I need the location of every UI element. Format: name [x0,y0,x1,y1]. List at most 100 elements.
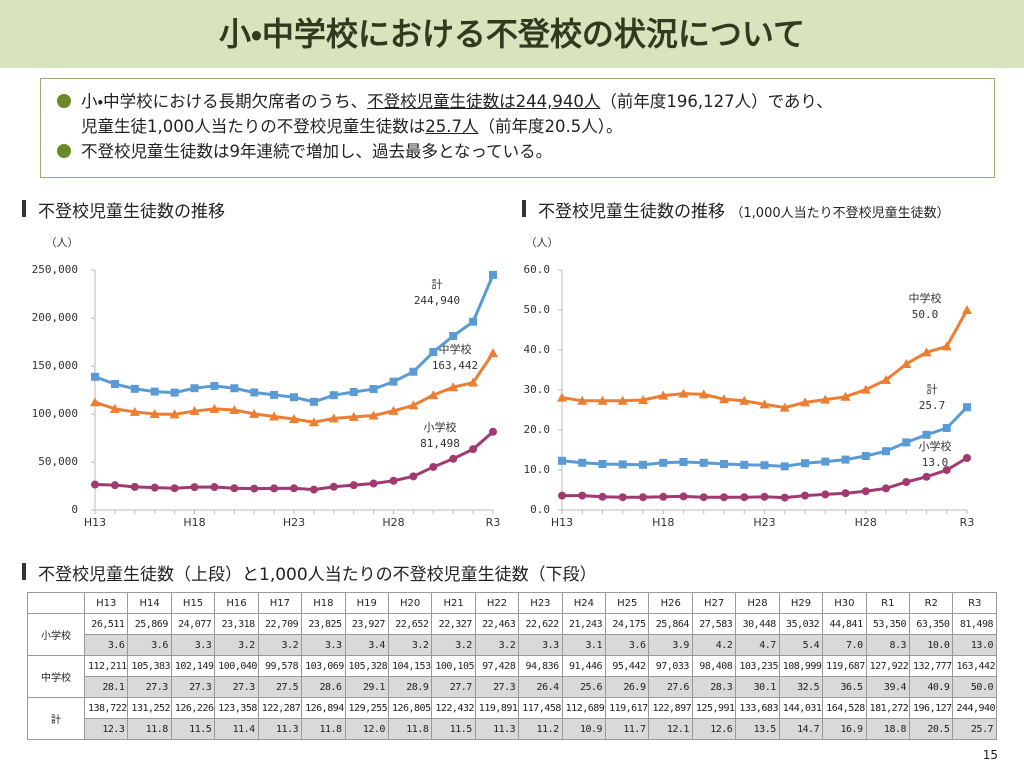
marker [328,413,339,423]
marker [740,493,749,502]
rate-cell: 11.8 [387,718,433,740]
rate-cell: 11.2 [518,718,563,740]
marker [409,367,418,376]
rate-row: 28.1 27.3 27.3 27.3 27.5 28.6 29.1 28.9 27.7 27.3… [28,676,997,698]
count-cell: 99,578 [257,655,303,677]
x-tick-label: R3 [960,516,975,529]
rate-cell: 11.3 [257,718,303,740]
rate-cell: 3.2 [431,634,476,656]
count-cell: 119,891 [474,697,520,719]
marker [902,438,911,447]
bullet: 不登校児童生徒数は9年連続で増加し、過去最多となっている。 [55,139,980,164]
marker [922,430,931,439]
rate-cell: 27.5 [257,676,303,698]
marker [922,472,931,481]
column-header: H25 [605,592,650,614]
marker [110,481,119,490]
count-cell: 112,211 [83,655,129,677]
rate-cell: 32.5 [778,676,824,698]
count-cell: 97,428 [474,655,520,677]
marker [699,493,708,502]
header-row: H13 H14 H15 H16 H17 H18 H19 H20 H21 H22 H23 H24 H25 H… [27,592,997,614]
column-header: H27 [691,592,737,614]
count-cell: 144,031 [778,697,824,719]
heading-text: 不登校児童生徒数の推移 [538,202,725,222]
marker [941,341,952,351]
y-tick-label: 40.0 [524,343,551,356]
column-header: H16 [214,592,259,614]
column-header: R1 [865,592,911,614]
rate-cell: 14.7 [778,718,824,740]
rate-cell: 11.8 [301,718,346,740]
marker [429,462,438,471]
marker [639,493,647,502]
marker [942,466,951,474]
marker [290,484,298,493]
column-header: H21 [431,592,476,614]
rate-cell: 36.5 [822,676,867,698]
rate-cell: 27.3 [127,676,172,698]
marker [659,492,668,501]
series-label: 小学校 [919,439,952,453]
rate-cell: 28.6 [301,676,346,698]
marker [209,403,220,413]
marker [597,395,608,405]
bullet-line: 児童生徒1,000人当たりの不登校児童生徒数は25.7人（前年度20.5人）。 [81,114,980,139]
marker [448,382,459,392]
marker [658,390,669,400]
marker [369,385,378,394]
marker [861,487,870,496]
rate-cell: 13.0 [952,634,997,656]
marker [489,427,497,436]
series-label: 計 [927,382,938,396]
rate-cell: 3.2 [214,634,259,656]
x-tick-label: H18 [652,516,674,529]
column-header: H14 [127,592,172,614]
marker [882,447,890,456]
rate-cell: 16.9 [822,718,867,740]
bullet-text: 25.7人 [425,117,479,136]
marker [699,458,708,467]
count-cell: 125,991 [691,697,737,719]
rate-cell: 7.0 [822,634,867,656]
marker [578,491,587,500]
rate-cell: 27.7 [431,676,476,698]
marker [659,458,668,467]
marker [249,408,260,418]
rate-cell: 11.5 [431,718,476,740]
count-cell: 133,683 [735,697,780,719]
marker [861,452,870,460]
x-tick-label: H23 [283,516,305,529]
x-tick-label: H23 [753,516,775,529]
marker [130,482,139,491]
count-cell: 23,825 [301,613,346,635]
rate-cell: 12.1 [648,718,693,740]
marker [368,410,379,420]
count-cell: 123,358 [214,697,259,719]
marker [348,411,359,421]
marker [388,405,399,415]
count-cell: 164,528 [822,697,867,719]
marker [639,460,647,469]
column-header: H15 [170,592,216,614]
count-cell: 122,432 [431,697,476,719]
marker [488,348,498,358]
rate-cell: 10.0 [909,634,954,656]
marker [598,460,607,468]
marker [169,409,180,419]
column-header: H26 [648,592,693,614]
summary-box: 小・中学校における長期欠席者のうち、不登校児童生徒数は244,940人（前年度1… [40,78,995,178]
rate-cell: 20.5 [909,718,954,740]
marker [962,305,972,314]
rate-cell: 39.4 [865,676,911,698]
marker [210,483,219,492]
column-header: R3 [952,592,997,614]
marker [250,388,259,397]
marker [428,390,439,400]
marker [740,460,749,469]
end-value-label: 81,498 [420,437,460,450]
marker [963,454,971,462]
x-tick-label: H18 [183,516,205,529]
count-cell: 102,149 [170,655,216,677]
rate-cell: 28.1 [83,676,129,698]
